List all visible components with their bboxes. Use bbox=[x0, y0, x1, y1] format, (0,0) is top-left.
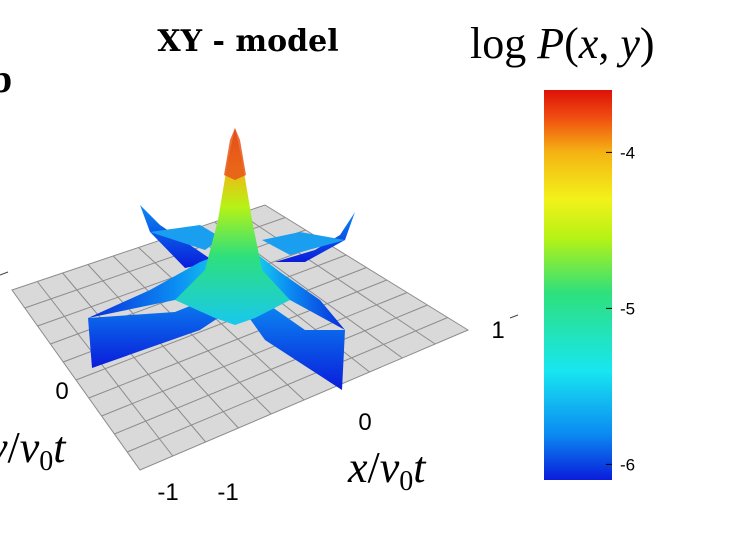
surface-center-body bbox=[175, 128, 290, 325]
chart-title: XY - model bbox=[157, 24, 338, 59]
x-axis-label: x/v0t bbox=[347, 443, 427, 497]
colorbar-tick-label: -5 bbox=[620, 299, 635, 318]
colorbar bbox=[544, 90, 612, 480]
surface-back-left-ridge bbox=[150, 225, 222, 250]
x-tick-neg1: -1 bbox=[217, 479, 238, 506]
floor-grid-line bbox=[239, 213, 436, 345]
surface-right-ridge bbox=[252, 250, 345, 330]
surface-front-right-wall bbox=[240, 300, 345, 390]
floor-grid-line bbox=[75, 267, 367, 381]
colorbar-tick-label: -6 bbox=[620, 455, 635, 474]
surface-back-right-wall bbox=[275, 212, 355, 262]
floor-grid-line bbox=[114, 304, 428, 435]
y-tick-neg1: -1 bbox=[157, 479, 178, 506]
colorbar-label: log P(x, y) bbox=[470, 19, 655, 68]
y-axis-label: y/v0t bbox=[0, 423, 67, 477]
surface-back-right-ridge bbox=[262, 232, 345, 255]
surface-peak bbox=[224, 128, 246, 180]
floor-grid-line bbox=[127, 317, 448, 453]
surface-plot bbox=[88, 128, 355, 390]
colorbar-tick-label: -4 bbox=[620, 143, 635, 162]
y-tick-mark-1 bbox=[0, 271, 9, 276]
panel-label: b bbox=[0, 56, 12, 101]
surface-left-ridge bbox=[88, 250, 232, 318]
colorbar-ticks: -4 -5 -6 bbox=[606, 143, 635, 474]
surface-back-left-wall bbox=[140, 205, 215, 268]
x-tick-0: 0 bbox=[358, 409, 371, 436]
x-tick-1: 1 bbox=[491, 317, 504, 344]
floor-grid-line bbox=[101, 292, 408, 417]
floor-grid-line bbox=[88, 279, 387, 399]
x-tick-mark-1 bbox=[509, 314, 519, 319]
y-tick-0: 0 bbox=[55, 378, 68, 405]
